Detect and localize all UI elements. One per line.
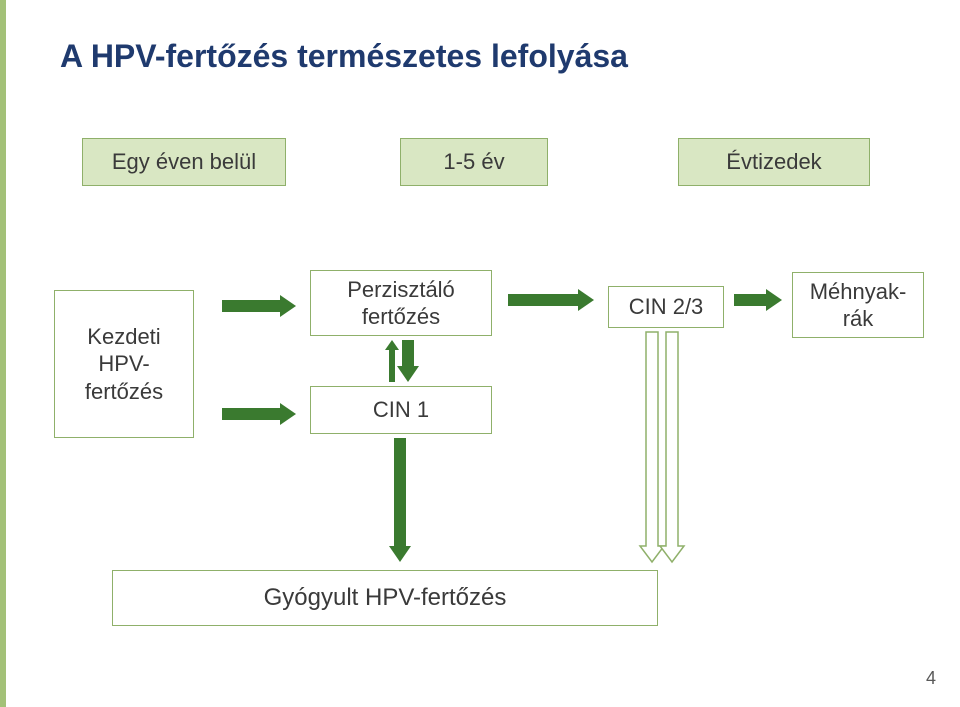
accent-bar [0,0,6,707]
box-persist: Perzisztáló fertőzés [310,270,492,336]
page-title: A HPV-fertőzés természetes lefolyása [60,38,628,75]
time-box-3: Évtizedek [678,138,870,186]
time-box-2: 1-5 év [400,138,548,186]
box-cured: Gyógyult HPV-fertőzés [112,570,658,626]
slide: { "title": { "text": "A HPV-fertőzés ter… [0,0,960,707]
box-cin1: CIN 1 [310,386,492,434]
box-initial: Kezdeti HPV- fertőzés [54,290,194,438]
time-box-1: Egy éven belül [82,138,286,186]
page-number: 4 [926,668,936,689]
box-cin23: CIN 2/3 [608,286,724,328]
box-cancer: Méhnyak- rák [792,272,924,338]
